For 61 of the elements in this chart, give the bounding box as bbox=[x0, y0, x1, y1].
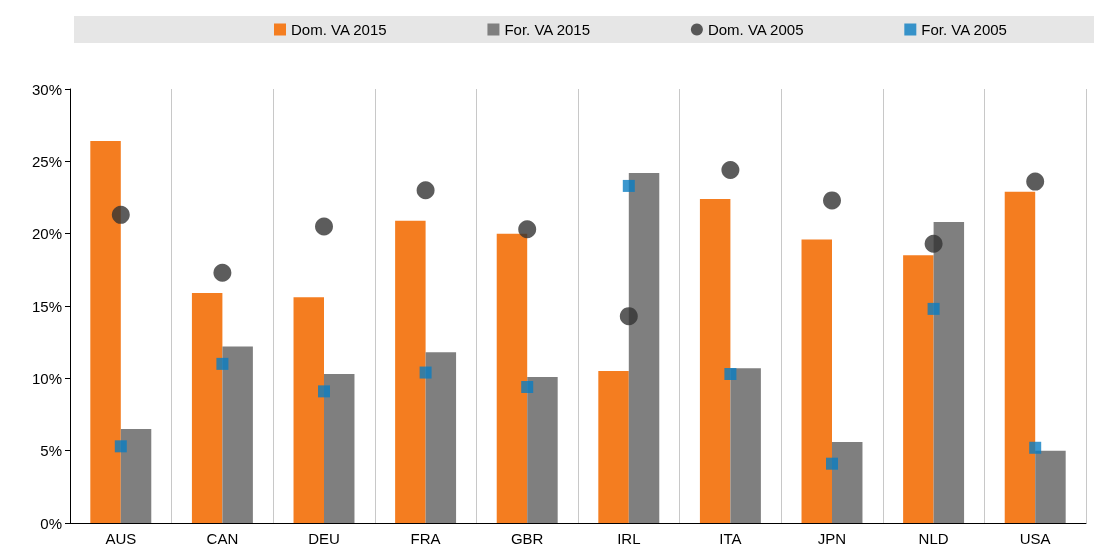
bar bbox=[730, 368, 761, 523]
bar bbox=[222, 346, 253, 523]
bar bbox=[191, 292, 223, 523]
point bbox=[518, 220, 537, 239]
bar bbox=[293, 297, 324, 523]
point bbox=[724, 367, 737, 380]
legend-label: For. VA 2005 bbox=[921, 21, 1007, 38]
bar bbox=[801, 239, 832, 523]
point bbox=[416, 181, 435, 200]
x-tick-label: DEU bbox=[308, 530, 340, 547]
point bbox=[927, 302, 940, 315]
x-tick-label: JPN bbox=[817, 530, 847, 547]
x-tick-label: ITA bbox=[719, 530, 742, 547]
legend-label: For. VA 2015 bbox=[504, 21, 591, 38]
point bbox=[318, 385, 330, 398]
x-tick-label: GBR bbox=[510, 530, 544, 547]
point bbox=[619, 307, 638, 326]
point bbox=[114, 440, 127, 453]
point bbox=[823, 191, 841, 210]
point bbox=[315, 217, 333, 236]
y-tick-label: 25% bbox=[31, 152, 62, 170]
x-tick-label: CAN bbox=[206, 530, 239, 547]
point bbox=[924, 234, 943, 253]
x-tick-label: IRL bbox=[617, 530, 641, 547]
point bbox=[213, 263, 232, 282]
y-tick-label: 15% bbox=[31, 297, 62, 315]
legend-label: Dom. VA 2015 bbox=[291, 21, 387, 38]
y-tick-label: 30% bbox=[31, 80, 62, 98]
bar bbox=[395, 220, 426, 523]
legend-label: Dom. VA 2005 bbox=[707, 21, 804, 38]
y-tick-label: 0% bbox=[40, 514, 62, 532]
bar bbox=[832, 441, 863, 523]
bar bbox=[496, 233, 528, 523]
bar bbox=[120, 428, 152, 523]
y-tick-label: 10% bbox=[31, 369, 62, 387]
bar bbox=[425, 352, 457, 523]
bar bbox=[1004, 191, 1036, 523]
point bbox=[826, 457, 838, 470]
bar bbox=[90, 141, 121, 523]
x-tick-label: FRA bbox=[410, 530, 441, 547]
bar bbox=[699, 198, 731, 523]
bar bbox=[598, 371, 629, 523]
point bbox=[216, 357, 229, 370]
point bbox=[111, 205, 130, 224]
bar bbox=[1035, 450, 1066, 523]
point bbox=[419, 366, 432, 379]
bar bbox=[933, 222, 965, 523]
bar bbox=[628, 172, 660, 523]
point bbox=[521, 381, 534, 394]
y-tick-label: 5% bbox=[40, 442, 62, 460]
point bbox=[1029, 441, 1042, 454]
x-tick-label: AUS bbox=[105, 530, 137, 547]
x-tick-label: USA bbox=[1019, 530, 1051, 547]
y-tick-label: 20% bbox=[31, 225, 62, 243]
bar bbox=[324, 373, 355, 523]
point bbox=[1026, 172, 1045, 191]
bar bbox=[903, 255, 934, 523]
point bbox=[622, 179, 635, 192]
x-tick-label: NLD bbox=[918, 530, 949, 547]
point bbox=[721, 161, 740, 180]
bar bbox=[527, 376, 558, 523]
